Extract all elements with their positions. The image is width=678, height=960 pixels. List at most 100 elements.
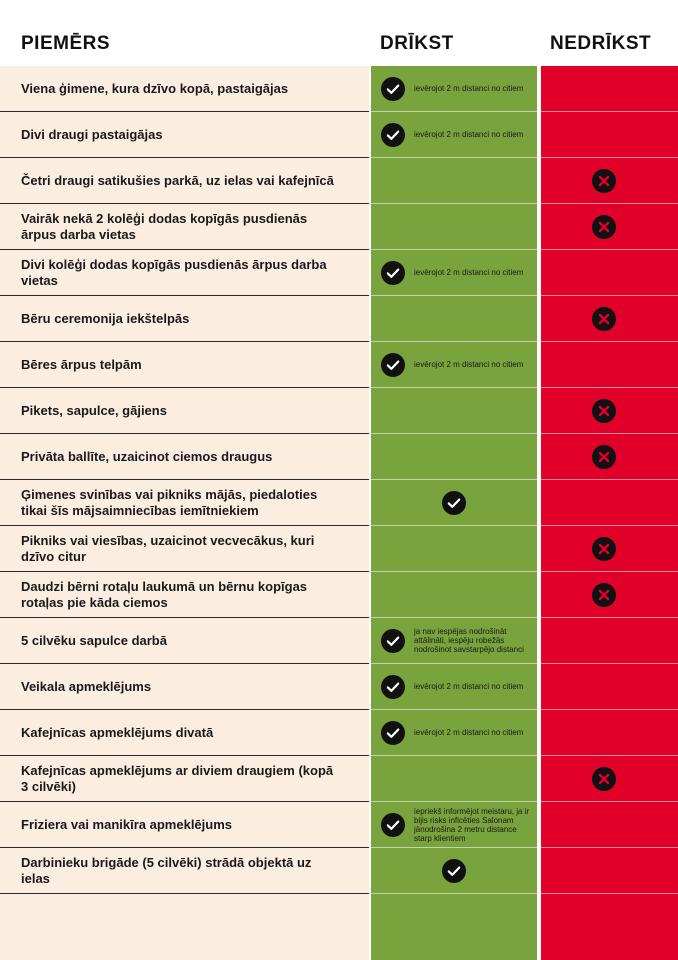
forbidden-cell xyxy=(541,296,678,342)
allowed-cell xyxy=(371,204,537,250)
x-circle-icon xyxy=(592,583,616,607)
table-row: Ģimenes svinības vai pikniks mājās, pied… xyxy=(0,480,678,526)
example-text: Viena ģimene, kura dzīvo kopā, pastaigāj… xyxy=(21,80,289,96)
table-row: Divi kolēģi dodas kopīgās pusdienās ārpu… xyxy=(0,250,678,296)
table-row: Kafejnīcas apmeklējums divatā ievērojot 2… xyxy=(0,710,678,756)
example-cell: Daudzi bērni rotaļu laukumā un bērnu kop… xyxy=(0,572,369,618)
table-row: 5 cilvēku sapulce darbā ja nav iespējas n… xyxy=(0,618,678,664)
example-cell: Privāta ballīte, uzaicinot ciemos draugu… xyxy=(0,434,369,480)
example-text: Bēru ceremonija iekštelpās xyxy=(21,310,190,326)
check-circle-icon xyxy=(381,721,405,745)
allowed-note: iepriekš informējot meistaru, ja ir biji… xyxy=(414,806,530,843)
forbidden-cell xyxy=(541,664,678,710)
example-cell: Pikets, sapulce, gājiens xyxy=(0,388,369,434)
forbidden-cell xyxy=(541,572,678,618)
example-text: Pikniks vai viesības, uzaicinot vecvecāk… xyxy=(21,533,315,564)
forbidden-cell xyxy=(541,802,678,848)
forbidden-cell xyxy=(541,112,678,158)
forbidden-cell xyxy=(541,158,678,204)
allowed-cell xyxy=(371,480,537,526)
example-cell: Vairāk nekā 2 kolēģi dodas kopīgās pusdi… xyxy=(0,204,369,250)
check-circle-icon xyxy=(381,629,405,653)
example-cell: Viena ģimene, kura dzīvo kopā, pastaigāj… xyxy=(0,66,369,112)
example-cell: Ģimenes svinības vai pikniks mājās, pied… xyxy=(0,480,369,526)
check-circle-icon xyxy=(381,813,405,837)
examples-column xyxy=(0,66,369,960)
allowed-cell xyxy=(371,434,537,480)
forbidden-cell xyxy=(541,848,678,894)
example-text: Bēres ārpus telpām xyxy=(21,356,142,372)
allowed-cell xyxy=(371,572,537,618)
allowed-note: ievērojot 2 m distanci no citiem xyxy=(414,84,524,93)
example-text: Kafejnīcas apmeklējums ar diviem draugie… xyxy=(21,763,334,794)
table-row: Veikala apmeklējums ievērojot 2 m distanc… xyxy=(0,664,678,710)
column-divider xyxy=(369,66,371,960)
forbidden-cell xyxy=(541,710,678,756)
x-circle-icon xyxy=(592,767,616,791)
forbidden-cell xyxy=(541,756,678,802)
example-cell: Pikniks vai viesības, uzaicinot vecvecāk… xyxy=(0,526,369,572)
table-row: Friziera vai manikīra apmeklējums iepriek… xyxy=(0,802,678,848)
forbidden-cell xyxy=(541,66,678,112)
example-text: Pikets, sapulce, gājiens xyxy=(21,402,167,418)
column-header-allowed: DRĪKST xyxy=(380,33,454,54)
allowed-cell xyxy=(371,526,537,572)
example-text: 5 cilvēku sapulce darbā xyxy=(21,632,167,648)
x-circle-icon xyxy=(592,169,616,193)
example-text: Daudzi bērni rotaļu laukumā un bērnu kop… xyxy=(21,579,308,610)
table-row: Vairāk nekā 2 kolēģi dodas kopīgās pusdi… xyxy=(0,204,678,250)
example-cell: Kafejnīcas apmeklējums ar diviem draugie… xyxy=(0,756,369,802)
table-row: Bēres ārpus telpām ievērojot 2 m distanci… xyxy=(0,342,678,388)
example-cell: Četri draugi satikušies parkā, uz ielas … xyxy=(0,158,369,204)
example-cell: Bēres ārpus telpām xyxy=(0,342,369,388)
example-text: Friziera vai manikīra apmeklējums xyxy=(21,816,232,832)
allowed-note: ievērojot 2 m distanci no citiem xyxy=(414,728,524,737)
allowed-cell: ievērojot 2 m distanci no citiem xyxy=(371,342,537,388)
table-row: Pikets, sapulce, gājiens xyxy=(0,388,678,434)
example-cell: Veikala apmeklējums xyxy=(0,664,369,710)
example-text: Vairāk nekā 2 kolēģi dodas kopīgās pusdi… xyxy=(21,211,308,242)
example-text: Privāta ballīte, uzaicinot ciemos draugu… xyxy=(21,448,273,464)
forbidden-cell xyxy=(541,204,678,250)
example-text: Četri draugi satikušies parkā, uz ielas … xyxy=(21,172,334,188)
x-circle-icon xyxy=(592,399,616,423)
check-circle-icon xyxy=(381,261,405,285)
example-cell: Friziera vai manikīra apmeklējums xyxy=(0,802,369,848)
forbidden-cell xyxy=(541,434,678,480)
allowed-cell: iepriekš informējot meistaru, ja ir biji… xyxy=(371,802,537,848)
example-cell: Darbinieku brigāde (5 cilvēki) strādā ob… xyxy=(0,848,369,894)
table-row: Viena ģimene, kura dzīvo kopā, pastaigāj… xyxy=(0,66,678,112)
example-text: Veikala apmeklējums xyxy=(21,678,152,694)
allowed-cell: ievērojot 2 m distanci no citiem xyxy=(371,112,537,158)
x-circle-icon xyxy=(592,445,616,469)
table-row: Pikniks vai viesības, uzaicinot vecvecāk… xyxy=(0,526,678,572)
x-circle-icon xyxy=(592,307,616,331)
allowed-note: ja nav iespējas nodrošināt attālināti, i… xyxy=(414,627,524,654)
check-circle-icon xyxy=(442,859,466,883)
table-header: PIEMĒRS DRĪKST NEDRĪKST xyxy=(0,0,678,66)
column-header-examples: PIEMĒRS xyxy=(21,33,111,54)
allowed-cell xyxy=(371,158,537,204)
forbidden-cell xyxy=(541,250,678,296)
table-row: Bēru ceremonija iekštelpās xyxy=(0,296,678,342)
table-row: Kafejnīcas apmeklējums ar diviem draugie… xyxy=(0,756,678,802)
forbidden-cell xyxy=(541,480,678,526)
check-circle-icon xyxy=(381,123,405,147)
table-row: Darbinieku brigāde (5 cilvēki) strādā ob… xyxy=(0,848,678,894)
forbidden-cell xyxy=(541,618,678,664)
column-divider xyxy=(537,66,541,960)
example-cell: Bēru ceremonija iekštelpās xyxy=(0,296,369,342)
allowed-note: ievērojot 2 m distanci no citiem xyxy=(414,682,524,691)
allowed-note: ievērojot 2 m distanci no citiem xyxy=(414,130,524,139)
example-text: Kafejnīcas apmeklējums divatā xyxy=(21,724,214,740)
x-circle-icon xyxy=(592,215,616,239)
check-circle-icon xyxy=(381,353,405,377)
example-text: Divi kolēģi dodas kopīgās pusdienās ārpu… xyxy=(21,257,327,288)
allowed-cell xyxy=(371,848,537,894)
forbidden-cell xyxy=(541,526,678,572)
forbidden-cell xyxy=(541,388,678,434)
allowed-note: ievērojot 2 m distanci no citiem xyxy=(414,360,524,369)
allowed-cell: ievērojot 2 m distanci no citiem xyxy=(371,710,537,756)
example-cell: 5 cilvēku sapulce darbā xyxy=(0,618,369,664)
example-text: Darbinieku brigāde (5 cilvēki) strādā ob… xyxy=(21,855,312,886)
